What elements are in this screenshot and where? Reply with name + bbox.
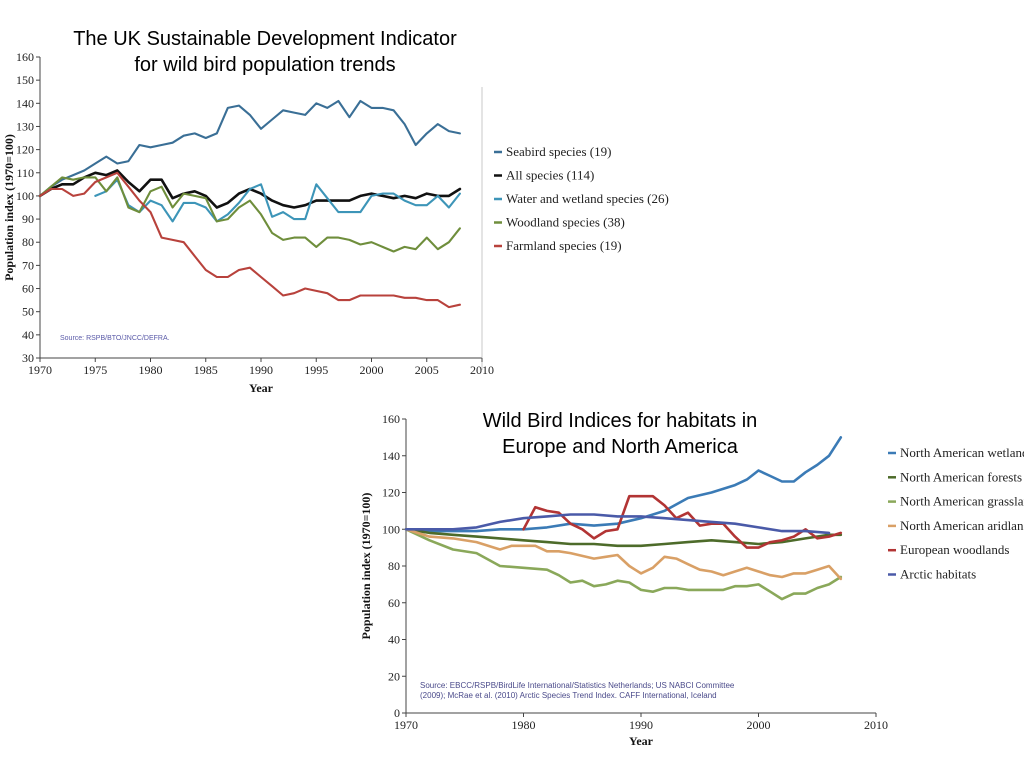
- legend-label: North American wetlands: [900, 445, 1024, 460]
- y-tick-label: 80: [388, 559, 400, 573]
- legend-label: Arctic habitats: [900, 567, 976, 582]
- series-line-arctic-habitats: [404, 513, 831, 535]
- x-tick-label: 1995: [304, 363, 328, 377]
- y-tick-label: 60: [388, 596, 400, 610]
- y-tick-label: 60: [22, 282, 34, 296]
- y-tick-label: 0: [394, 706, 400, 720]
- y-axis-label: Population index (1970=100): [2, 134, 16, 281]
- chart1-title: The UK Sustainable Development Indicator…: [73, 28, 457, 76]
- series-line-north-american-grasslands: [404, 527, 843, 601]
- y-tick-label: 120: [382, 486, 400, 500]
- legend-label: Farmland species (19): [506, 238, 622, 253]
- y-tick-label: 130: [16, 119, 34, 133]
- y-tick-label: 70: [22, 258, 34, 272]
- source-note: Source: EBCC/RSPB/BirdLife International…: [420, 681, 735, 690]
- x-tick-label: 1975: [83, 363, 107, 377]
- x-tick-label: 1970: [394, 718, 418, 732]
- x-tick-label: 1970: [28, 363, 52, 377]
- x-tick-label: 1990: [629, 718, 653, 732]
- x-tick-label: 1985: [194, 363, 218, 377]
- y-tick-label: 120: [16, 143, 34, 157]
- y-tick-label: 100: [16, 189, 34, 203]
- legend-label: North American grasslands: [900, 494, 1024, 509]
- chart1: 30 40 50 60 70 80 90 100 110 120 130 140 150 160 1970 1…: [2, 50, 669, 395]
- chart2: 0 20 40 60 80 100 120 140 160 1970 1980 1990 2000 201…: [359, 412, 1024, 748]
- legend-label: Water and wetland species (26): [506, 191, 669, 206]
- source-note: Source: RSPB/BTO/JNCC/DEFRA.: [60, 335, 170, 342]
- series-line-european-woodlands: [522, 494, 843, 549]
- series-line-farmland-species-19: [38, 171, 461, 309]
- x-axis-label: Year: [629, 734, 654, 748]
- x-tick-label: 2000: [360, 363, 384, 377]
- y-tick-label: 80: [22, 235, 34, 249]
- x-tick-label: 2005: [415, 363, 439, 377]
- x-tick-label: 2010: [470, 363, 494, 377]
- series-line-woodland-species-38: [38, 176, 461, 253]
- x-tick-label: 2000: [747, 718, 771, 732]
- y-tick-label: 50: [22, 305, 34, 319]
- y-tick-label: 100: [382, 522, 400, 536]
- series-line-north-american-forests: [404, 527, 843, 548]
- chart2-title: Wild Bird Indices for habitats in Europe…: [482, 410, 758, 458]
- series-line-seabird-species-19: [38, 99, 461, 197]
- y-tick-label: 150: [16, 73, 34, 87]
- y-tick-label: 40: [388, 633, 400, 647]
- source-note: (2009); McRae et al. (2010) Arctic Speci…: [420, 691, 717, 700]
- legend-label: North American forests: [900, 469, 1022, 484]
- legend-label: North American aridlands: [900, 518, 1024, 533]
- series-line-north-american-aridlands: [404, 527, 843, 581]
- y-axis-label: Population index (1970=100): [359, 493, 373, 640]
- x-tick-label: 1980: [512, 718, 536, 732]
- series-line-water-and-wetland-species-26: [94, 178, 461, 223]
- y-tick-label: 160: [16, 50, 34, 64]
- legend-label: European woodlands: [900, 542, 1009, 557]
- y-tick-label: 140: [16, 96, 34, 110]
- legend-label: Woodland species (38): [506, 215, 625, 230]
- x-tick-label: 1980: [139, 363, 163, 377]
- y-tick-label: 110: [16, 166, 34, 180]
- y-tick-label: 30: [22, 351, 34, 365]
- y-tick-label: 40: [22, 328, 34, 342]
- x-tick-label: 2010: [864, 718, 888, 732]
- legend-label: All species (114): [506, 168, 594, 183]
- legend-label: Seabird species (19): [506, 144, 611, 159]
- y-tick-label: 140: [382, 449, 400, 463]
- x-axis-label: Year: [249, 381, 274, 395]
- series-line-north-american-wetlands: [404, 436, 843, 533]
- x-tick-label: 1990: [249, 363, 273, 377]
- y-tick-label: 160: [382, 412, 400, 426]
- y-tick-label: 20: [388, 669, 400, 683]
- y-tick-label: 90: [22, 212, 34, 226]
